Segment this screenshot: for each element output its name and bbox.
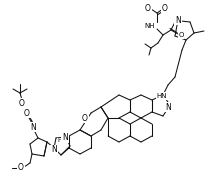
Text: HN: HN bbox=[157, 93, 167, 99]
Text: O: O bbox=[18, 163, 24, 172]
Text: O: O bbox=[82, 114, 88, 123]
Text: N: N bbox=[175, 15, 181, 24]
Text: O: O bbox=[145, 3, 151, 12]
Text: N: N bbox=[51, 145, 57, 154]
Text: H: H bbox=[58, 138, 62, 143]
Text: N: N bbox=[30, 123, 36, 132]
Text: O: O bbox=[24, 109, 30, 118]
Text: N: N bbox=[62, 134, 68, 143]
Text: NH: NH bbox=[144, 23, 155, 29]
Text: O: O bbox=[162, 3, 168, 12]
Text: O: O bbox=[19, 98, 25, 107]
Text: O: O bbox=[178, 32, 184, 38]
Text: N: N bbox=[165, 102, 171, 111]
